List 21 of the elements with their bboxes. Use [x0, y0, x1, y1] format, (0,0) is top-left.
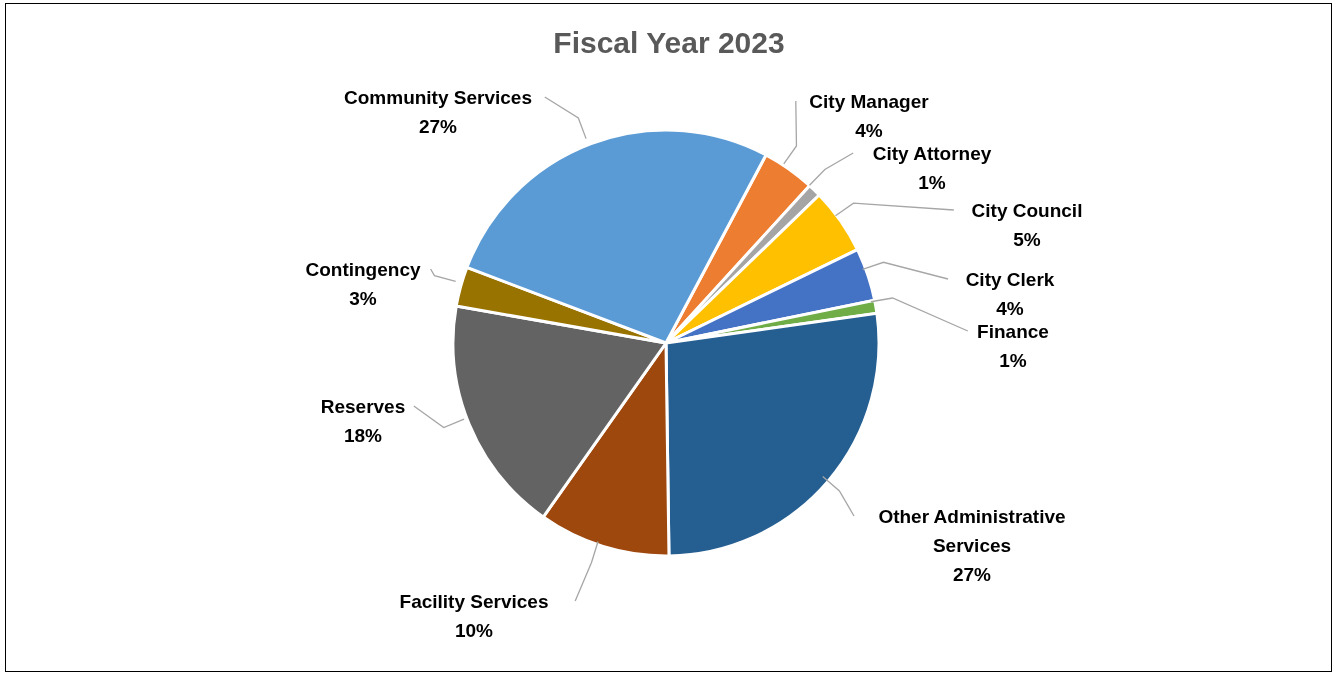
data-label: 4% [855, 120, 883, 141]
data-label: 27% [952, 564, 992, 585]
data-label: 1% [918, 172, 946, 193]
slice-label: City Manager [809, 91, 930, 112]
slice-label: Finance [977, 321, 1049, 342]
data-label: 18% [343, 425, 383, 446]
slice-label: City Clerk [965, 269, 1055, 290]
slice-label: Other Administrative Services [878, 506, 1066, 556]
slice-label: City Council [971, 200, 1083, 221]
data-label: 5% [1013, 229, 1041, 250]
chart-title: Fiscal Year 2023 [552, 26, 786, 60]
data-label: 4% [996, 298, 1024, 319]
slice-label: Community Services [344, 87, 532, 108]
data-label: 10% [454, 620, 494, 641]
slice-label: Reserves [320, 396, 406, 417]
slice-label: City Attorney [872, 143, 992, 164]
data-label: 27% [418, 116, 458, 137]
slice-label: Contingency [305, 259, 421, 280]
data-label: 3% [349, 288, 377, 309]
slice-label: Facility Services [399, 591, 549, 612]
data-label: 1% [999, 350, 1027, 371]
